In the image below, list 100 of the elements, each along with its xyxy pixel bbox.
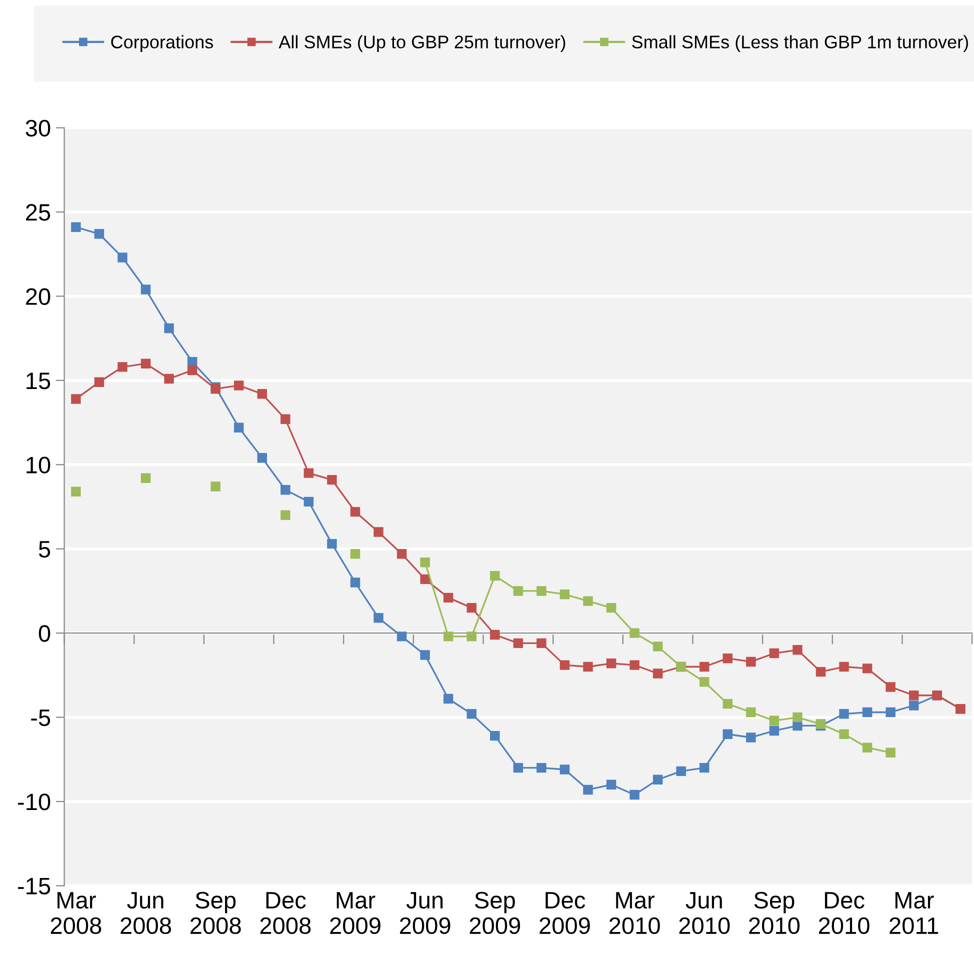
point xyxy=(839,709,849,719)
point xyxy=(164,374,174,384)
point xyxy=(164,323,174,334)
point xyxy=(676,766,686,776)
x-tick-label: Jun 2009 xyxy=(400,892,450,934)
point xyxy=(210,482,220,492)
x-tick-label: Dec 2008 xyxy=(260,892,311,934)
y-tick-label: -10 xyxy=(18,794,50,810)
point xyxy=(280,510,290,520)
point xyxy=(769,648,780,658)
point xyxy=(466,602,476,613)
point xyxy=(606,602,616,613)
x-tick-label: Mar 2010 xyxy=(609,892,660,934)
point xyxy=(886,748,896,758)
y-tick-label: 15 xyxy=(26,372,50,390)
point xyxy=(886,707,896,718)
x-tick-label: Dec 2009 xyxy=(540,892,590,934)
point xyxy=(490,730,500,741)
point xyxy=(606,780,616,790)
point xyxy=(513,586,524,596)
y-tick-label: 20 xyxy=(26,288,50,305)
point xyxy=(722,653,733,664)
x-tick-label: Jun 2010 xyxy=(679,892,730,934)
point xyxy=(490,570,500,581)
legend-label: Small SMEs (Less than GBP 1m turnover) xyxy=(632,35,968,52)
point xyxy=(769,726,780,736)
point xyxy=(396,632,407,642)
point xyxy=(560,589,570,600)
y-tick-label: 10 xyxy=(26,456,50,474)
y-tick-label: -15 xyxy=(18,878,50,895)
point xyxy=(746,732,756,742)
point xyxy=(234,380,244,390)
point xyxy=(792,712,802,722)
point xyxy=(746,707,756,718)
point xyxy=(396,549,407,559)
point xyxy=(700,677,710,687)
point xyxy=(350,578,360,588)
point xyxy=(443,694,454,704)
point xyxy=(606,658,616,668)
point xyxy=(466,709,476,719)
point xyxy=(140,473,151,483)
point xyxy=(746,656,756,667)
point xyxy=(722,698,733,709)
point xyxy=(583,784,593,795)
point xyxy=(583,662,593,672)
point xyxy=(280,485,290,495)
x-tick-label: Mar 2009 xyxy=(330,892,380,934)
point xyxy=(118,362,128,372)
x-tick-label: Mar 2008 xyxy=(50,892,102,934)
point xyxy=(909,690,919,700)
point xyxy=(140,284,151,294)
legend-label: All SMEs (Up to GBP 25m turnover) xyxy=(278,35,566,52)
x-tick-label: Jun 2008 xyxy=(120,892,171,934)
point xyxy=(304,496,314,507)
point xyxy=(257,389,267,399)
point xyxy=(862,742,872,752)
point xyxy=(700,762,710,773)
point xyxy=(652,642,663,652)
point xyxy=(513,762,524,773)
point xyxy=(327,474,337,485)
x-tick-label: Sep 2009 xyxy=(470,892,520,934)
point xyxy=(513,638,524,648)
point xyxy=(234,422,244,432)
y-tick-label: -5 xyxy=(31,710,50,726)
point xyxy=(327,538,337,549)
point xyxy=(630,790,640,800)
point xyxy=(118,252,128,262)
x-tick-label: Sep 2008 xyxy=(190,892,241,934)
point xyxy=(490,630,500,640)
x-tick-label: Sep 2010 xyxy=(749,892,800,934)
point xyxy=(862,707,872,718)
point xyxy=(560,660,570,670)
point xyxy=(350,506,360,517)
x-tick-label: Mar 2011 xyxy=(890,892,938,934)
point xyxy=(420,557,430,568)
point xyxy=(71,222,81,232)
point xyxy=(374,613,384,623)
point xyxy=(862,664,872,674)
point xyxy=(94,377,104,387)
point xyxy=(257,453,267,463)
point xyxy=(71,394,81,404)
y-tick-label: 5 xyxy=(38,541,50,558)
point xyxy=(304,468,314,478)
point xyxy=(140,358,151,368)
point xyxy=(94,229,104,239)
point xyxy=(374,527,384,537)
point xyxy=(187,365,198,376)
point xyxy=(536,586,546,596)
point xyxy=(722,729,733,739)
point xyxy=(652,668,663,678)
point xyxy=(816,666,826,677)
x-tick-label: Dec 2010 xyxy=(818,892,870,934)
point xyxy=(839,729,849,739)
point xyxy=(630,660,640,670)
point xyxy=(280,414,290,424)
point xyxy=(350,549,360,559)
point xyxy=(443,632,454,642)
point xyxy=(909,700,919,710)
point xyxy=(886,682,896,692)
y-tick-label: 30 xyxy=(26,120,50,137)
